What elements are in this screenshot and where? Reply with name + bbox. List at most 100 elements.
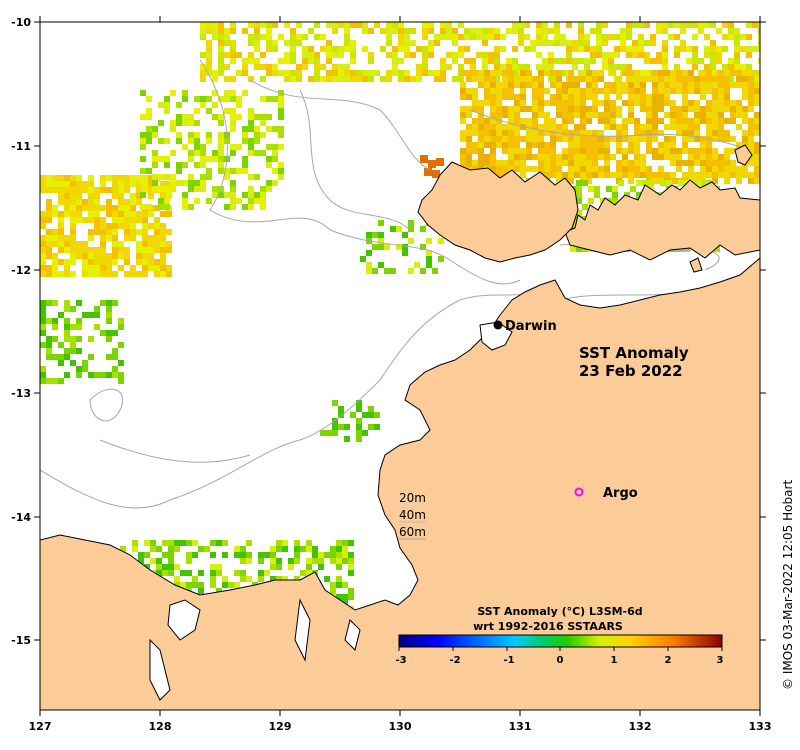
sst-pixel (644, 70, 650, 76)
sst-pixel (694, 130, 700, 136)
sst-pixel (318, 552, 324, 558)
sst-pixel (276, 564, 282, 570)
sst-pixel (344, 70, 350, 76)
sst-pixel (520, 94, 526, 100)
sst-pixel (740, 34, 746, 40)
sst-pixel (626, 52, 632, 58)
sst-pixel (706, 112, 712, 118)
sst-pixel (532, 136, 538, 142)
sst-pixel (260, 150, 266, 156)
sst-pixel (146, 96, 152, 102)
sst-pixel (688, 148, 694, 154)
sst-pixel (422, 64, 428, 70)
sst-pixel (718, 124, 724, 130)
sst-pixel (234, 546, 240, 552)
sst-pixel (176, 102, 182, 108)
sst-pixel (626, 46, 632, 52)
sst-pixel (568, 88, 574, 94)
sst-pixel (628, 112, 634, 118)
sst-pixel (574, 88, 580, 94)
sst-pixel (420, 244, 426, 250)
sst-pixel (718, 100, 724, 106)
darwin-label: Darwin (505, 319, 557, 334)
sst-pixel (160, 193, 166, 199)
sst-pixel (584, 64, 590, 70)
sst-pixel (112, 223, 118, 229)
sst-pixel (692, 64, 698, 70)
sst-pixel (472, 94, 478, 100)
sst-pixel (578, 70, 584, 76)
sst-pixel (742, 94, 748, 100)
sst-pixel (206, 28, 212, 34)
sst-pixel (758, 22, 760, 28)
sst-pixel (350, 22, 356, 28)
sst-pixel (312, 558, 318, 564)
sst-pixel (526, 106, 532, 112)
sst-pixel (472, 106, 478, 112)
sst-pixel (580, 106, 586, 112)
sst-pixel (106, 205, 112, 211)
sst-pixel (592, 82, 598, 88)
sst-pixel (344, 64, 350, 70)
sst-pixel (428, 160, 436, 168)
sst-pixel (264, 570, 270, 576)
sst-pixel (460, 70, 466, 76)
sst-pixel (484, 88, 490, 94)
sst-pixel (734, 64, 740, 70)
sst-pixel (170, 126, 176, 132)
sst-pixel (724, 154, 730, 160)
sst-pixel (422, 52, 428, 58)
sst-anomaly-patches (40, 22, 760, 624)
sst-pixel (484, 136, 490, 142)
sst-pixel (136, 253, 142, 259)
sst-pixel (716, 28, 722, 34)
sst-pixel (306, 570, 312, 576)
sst-pixel (748, 148, 754, 154)
sst-pixel (344, 34, 350, 40)
sst-pixel (620, 40, 626, 46)
sst-pixel (106, 306, 112, 312)
sst-pixel (200, 156, 206, 162)
sst-pixel (524, 64, 530, 70)
sst-pixel (386, 70, 392, 76)
sst-pixel (224, 40, 230, 46)
sst-pixel (332, 400, 338, 406)
sst-pixel (554, 28, 560, 34)
lat-label: -15 (11, 634, 31, 647)
sst-pixel (160, 223, 166, 229)
sst-pixel (724, 130, 730, 136)
sst-pixel (688, 106, 694, 112)
sst-pixel (46, 229, 52, 235)
sst-pixel (548, 64, 554, 70)
sst-pixel (616, 88, 622, 94)
sst-pixel (532, 124, 538, 130)
sst-pixel (548, 76, 554, 82)
sst-pixel (236, 144, 242, 150)
sst-pixel (574, 94, 580, 100)
sst-pixel (118, 247, 124, 253)
sst-pixel (508, 106, 514, 112)
sst-pixel (270, 546, 276, 552)
sst-pixel (94, 205, 100, 211)
sst-pixel (718, 166, 724, 172)
sst-pixel (368, 28, 374, 34)
sst-pixel (482, 40, 488, 46)
sst-pixel (148, 175, 154, 181)
sst-pixel (152, 174, 158, 180)
sst-pixel (592, 130, 598, 136)
sst-pixel (634, 70, 640, 76)
sst-pixel (674, 22, 680, 28)
sst-pixel (296, 22, 302, 28)
sst-pixel (118, 253, 124, 259)
sst-pixel (52, 235, 58, 241)
sst-pixel (136, 271, 142, 277)
sst-pixel (248, 52, 254, 58)
sst-pixel (76, 366, 82, 372)
sst-pixel (40, 187, 46, 193)
sst-pixel (734, 52, 740, 58)
sst-pixel (176, 180, 182, 186)
sst-pixel (514, 112, 520, 118)
sst-pixel (344, 76, 350, 82)
sst-pixel (530, 40, 536, 46)
sst-pixel (70, 259, 76, 265)
